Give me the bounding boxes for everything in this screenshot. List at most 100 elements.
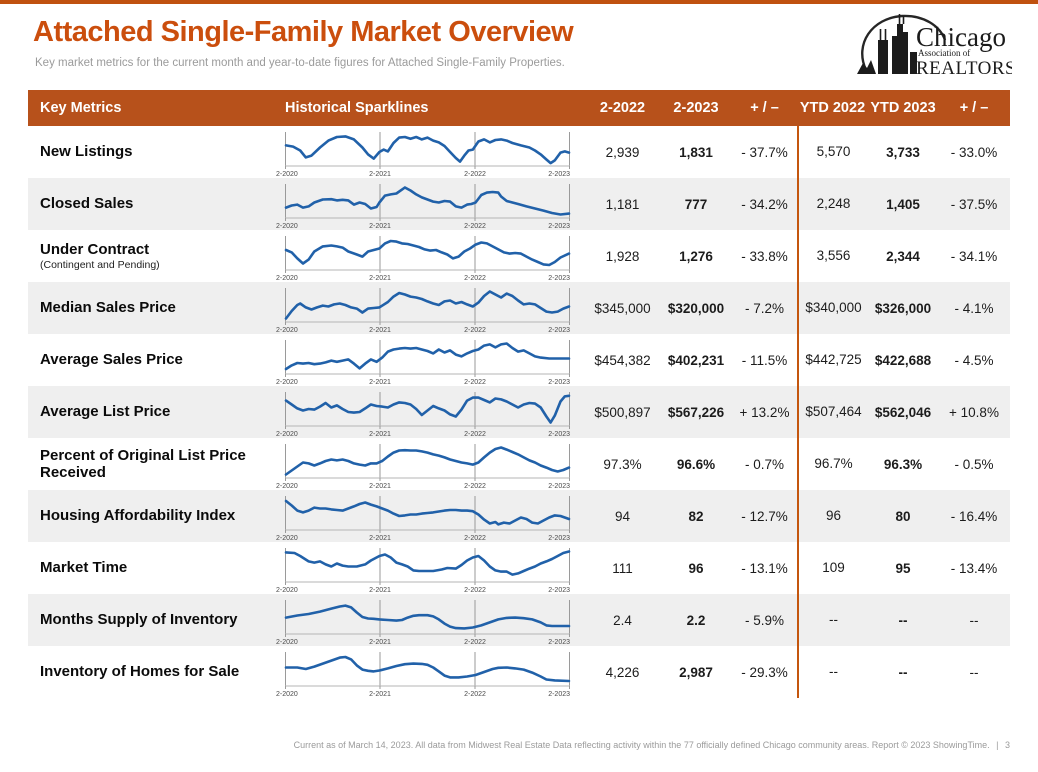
metric-name-cell: Median Sales Price [28, 299, 278, 316]
value-month-prev: 2.4 [613, 612, 632, 628]
metric-name-cell: Under Contract (Contingent and Pending) [28, 241, 278, 271]
value-ytd-change: - 0.5% [954, 456, 994, 472]
metric-label: Inventory of Homes for Sale [40, 663, 240, 681]
value-month-prev: 4,226 [605, 664, 640, 680]
table-row: Market Time 2-2020 2-2021 2-2022 2-2023 [28, 542, 1010, 594]
table-row: Average List Price 2-2020 2-2021 2-2022 … [28, 386, 1010, 438]
value-month-prev: $454,382 [594, 352, 651, 368]
sparkline-series [284, 655, 571, 683]
metric-label: Closed Sales [40, 195, 134, 213]
metric-label: Average List Price [40, 403, 171, 421]
value-month-current: 1,276 [679, 248, 713, 264]
sparkline-chart: 2-2020 2-2021 2-2022 2-2023 [276, 496, 571, 542]
header-key-metrics: Key Metrics [40, 100, 122, 116]
value-ytd-prev: -- [797, 646, 868, 698]
header-month-prev: 2-2022 [599, 100, 646, 116]
axis-tick-label: 2-2021 [369, 691, 391, 698]
value-ytd-prev: $507,464 [797, 386, 868, 438]
value-ytd-prev: 96 [797, 490, 868, 542]
axis-tick-label: 2-2020 [276, 587, 298, 594]
axis-tick-label: 2-2023 [548, 639, 570, 646]
value-month-current: $402,231 [667, 352, 725, 368]
value-ytd-current: 80 [895, 508, 911, 524]
axis-tick-label: 2-2022 [464, 223, 486, 230]
axis-tick-label: 2-2020 [276, 223, 298, 230]
value-month-current: 777 [684, 196, 708, 212]
sparkline-cell: 2-2020 2-2021 2-2022 2-2023 [276, 178, 585, 230]
metric-name-cell: Housing Affordability Index [28, 507, 278, 524]
value-month-prev: 1,181 [605, 196, 640, 212]
page-header: Attached Single-Family Market Overview K… [0, 4, 1038, 90]
sparkline-chart: 2-2020 2-2021 2-2022 2-2023 [276, 288, 571, 334]
axis-tick-label: 2-2020 [276, 639, 298, 646]
page-subtitle: Key market metrics for the current month… [35, 57, 565, 69]
axis-tick-label: 2-2020 [276, 171, 298, 178]
value-month-current: $567,226 [667, 404, 725, 420]
sparkline-cell: 2-2020 2-2021 2-2022 2-2023 [276, 386, 585, 438]
table-header-row: Key Metrics Historical Sparklines 2-2022… [28, 90, 1010, 126]
value-ytd-change: -- [969, 612, 979, 628]
value-ytd-current: -- [898, 664, 908, 680]
value-ytd-current: 1,405 [886, 196, 920, 212]
axis-tick-label: 2-2021 [369, 535, 391, 542]
axis-tick-label: 2-2020 [276, 431, 298, 438]
value-month-prev: $345,000 [594, 300, 651, 316]
value-month-current: 82 [688, 508, 704, 524]
axis-tick-label: 2-2022 [464, 327, 486, 334]
metric-label: New Listings [40, 143, 133, 161]
value-ytd-change: - 4.5% [954, 352, 994, 368]
value-ytd-change: - 4.1% [954, 300, 994, 316]
sparkline-chart: 2-2020 2-2021 2-2022 2-2023 [276, 340, 571, 386]
metric-label: Market Time [40, 559, 128, 577]
value-ytd-current: $326,000 [874, 300, 932, 316]
sparkline-series [284, 135, 571, 165]
value-ytd-prev: 109 [797, 542, 868, 594]
value-ytd-change: - 16.4% [950, 508, 998, 524]
value-month-prev: 94 [614, 508, 631, 524]
metric-label: Under Contract [40, 240, 150, 258]
skyline-icon [857, 14, 917, 74]
table-row: Median Sales Price 2-2020 2-2021 2-2022 … [28, 282, 1010, 334]
value-ytd-current: -- [898, 612, 908, 628]
value-month-prev: 1,928 [605, 248, 640, 264]
axis-tick-label: 2-2022 [464, 639, 486, 646]
footer-note: Current as of March 14, 2023. All data f… [293, 740, 990, 750]
axis-tick-label: 2-2021 [369, 639, 391, 646]
table-row: Housing Affordability Index 2-2020 2-202… [28, 490, 1010, 542]
sparkline-series [284, 342, 571, 371]
sparkline-chart: 2-2020 2-2021 2-2022 2-2023 [276, 548, 571, 594]
axis-tick-label: 2-2020 [276, 327, 298, 334]
axis-tick-label: 2-2022 [464, 691, 486, 698]
axis-tick-label: 2-2021 [369, 587, 391, 594]
table-body: New Listings 2-2020 2-2021 2-2022 2-2023 [28, 126, 1010, 698]
metric-name-cell: New Listings [28, 143, 278, 160]
axis-tick-label: 2-2023 [548, 327, 570, 334]
axis-tick-label: 2-2020 [276, 275, 298, 282]
value-ytd-current: 3,733 [886, 144, 920, 160]
metric-name-cell: Closed Sales [28, 195, 278, 212]
metric-name-cell: Inventory of Homes for Sale [28, 663, 278, 680]
metric-name-cell: Market Time [28, 559, 278, 576]
sparkline-chart: 2-2020 2-2021 2-2022 2-2023 [276, 132, 571, 178]
table-row: Inventory of Homes for Sale 2-2020 2-202… [28, 646, 1010, 698]
value-month-current: 96 [688, 560, 704, 576]
value-month-current: $320,000 [667, 300, 725, 316]
axis-tick-label: 2-2021 [369, 431, 391, 438]
sparkline-chart: 2-2020 2-2021 2-2022 2-2023 [276, 444, 571, 490]
axis-tick-label: 2-2020 [276, 483, 298, 490]
logo-association-text: Association of [918, 48, 970, 58]
sparkline-chart: 2-2020 2-2021 2-2022 2-2023 [276, 652, 571, 698]
sparkline-series [284, 499, 571, 526]
sparkline-cell: 2-2020 2-2021 2-2022 2-2023 [276, 646, 585, 698]
value-ytd-prev: 3,556 [797, 230, 868, 282]
sparkline-cell: 2-2020 2-2021 2-2022 2-2023 [276, 334, 585, 386]
metric-name-cell: Average Sales Price [28, 351, 278, 368]
axis-tick-label: 2-2020 [276, 691, 298, 698]
value-ytd-change: -- [969, 664, 979, 680]
metric-label: Average Sales Price [40, 351, 183, 369]
header-ytd-prev: YTD 2022 [799, 100, 866, 116]
value-ytd-prev: 5,570 [797, 126, 868, 178]
axis-tick-label: 2-2020 [276, 379, 298, 386]
axis-tick-label: 2-2023 [548, 431, 570, 438]
axis-tick-label: 2-2023 [548, 275, 570, 282]
